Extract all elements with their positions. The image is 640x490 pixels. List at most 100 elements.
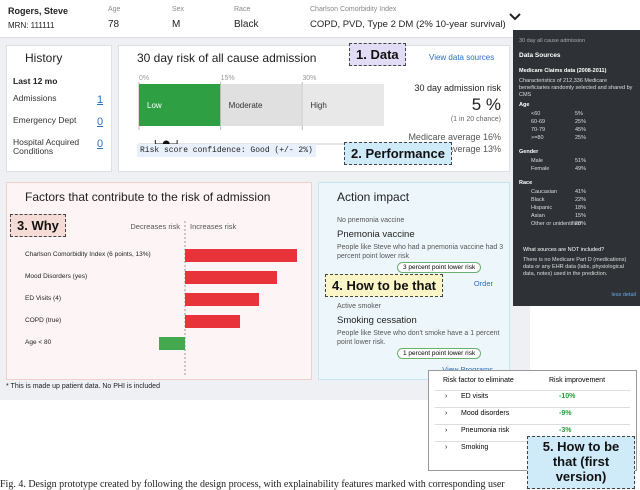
factor-bar [185,271,277,284]
action-title: Action impact [337,190,410,204]
group-val: 45% [575,127,587,133]
sex: M [172,19,181,30]
row-factor: Mood disorders [461,410,510,417]
race-label: Race [234,6,251,13]
group-val: 15% [575,213,587,219]
row-improvement: -10% [559,393,576,400]
data-sources-link[interactable]: View data sources [429,53,495,62]
sex-label: Sex [172,6,185,13]
row-improvement: -3% [559,427,572,434]
risk-scale: 0% Low 15% Moderate 30% High [138,75,384,148]
risk-band [220,84,303,126]
risk-title: 30 day risk of all cause admission [137,51,317,65]
action-status: No pnemonia vaccine [337,217,405,224]
action-button[interactable]: View Programs [442,365,493,374]
groups: Age <60 5% 60-69 25% 70-79 45% >=80 25% Gender Mal… [513,102,640,242]
factor-label: COPD (true) [25,317,61,324]
risk-tick-label: 30% [302,75,316,82]
group-val: 25% [575,119,587,125]
action-text: People like Steve who had a pnemonia vac… [337,244,504,261]
row-factor: Pneumonia risk [461,427,510,434]
risk-band [302,84,384,126]
factors-chart: Decreases risk Increases risk Charlson Com… [25,221,297,377]
history-count[interactable]: 1 [97,94,104,106]
group-name: Age [519,102,530,108]
table-header: Risk factor to eliminate [443,377,514,384]
group-name: Race [519,180,533,186]
data-sources-panel: 30 day all cause admission Data Sources … [513,30,640,306]
factor-label: Mood Disorders (yes) [25,273,87,280]
risk-tick-label: 0% [139,75,149,82]
group-key: Caucasian [531,189,557,195]
marker-first-version: 5. How to be that (first version) [527,436,635,489]
factor-bar [159,337,185,350]
age-label: Age [108,6,121,13]
group-val: 5% [575,111,583,117]
patient-header: Rogers, Steve MRN: 111111 Age 78 Sex M R… [0,0,530,38]
panel-question: What sources are NOT included? [523,247,605,253]
row-factor: Smoking [461,444,489,451]
risk-confidence: Risk score confidence: Good (+/- 2%) [137,144,316,157]
group-key: Female [531,166,550,172]
group-key: Male [531,158,543,164]
history-count[interactable]: 0 [97,138,104,150]
factor-label: Age < 80 [25,339,52,346]
factor-bar [185,315,240,328]
marker-why: 3. Why [10,214,66,237]
panel-title: Data Sources [519,52,561,59]
row-chevron: › [445,410,448,417]
row-factor: ED visits [461,393,489,400]
history-title: History [25,51,63,65]
group-key: Hispanic [531,205,553,211]
risk-band-label: Low [147,101,162,110]
caption: Fig. 4. Design prototype created by foll… [0,479,505,490]
factors-title: Factors that contribute to the risk of a… [25,190,271,204]
action-items: No pnemonia vaccine Pnemonia vaccine Peopl… [319,215,509,379]
group-val: 49% [575,166,587,172]
factor-label: ED Visits (4) [25,295,61,302]
expand-icon[interactable] [508,12,522,22]
factor-bar [185,293,259,306]
row-border [435,390,630,391]
risk-tick-label: 15% [221,75,235,82]
group-key: 70-79 [531,127,546,133]
row-border [435,407,630,408]
action-status: Active smoker [337,303,381,310]
row-border [435,424,630,425]
less-detail[interactable]: less detail [611,292,636,298]
row-chevron: › [445,393,448,400]
risk-band [139,84,221,126]
table-header: Risk improvement [549,377,606,384]
ci-label: Charlson Comorbidity Index [310,6,397,13]
group-name: Gender [519,149,539,155]
history-label: Admissions [13,93,57,103]
footnote: * This is made up patient data. No PHI i… [6,383,160,390]
group-val: 20% [575,221,587,227]
row-chevron: › [445,444,448,451]
group-key: <60 [531,111,541,117]
group-val: 25% [575,135,587,141]
race: Black [234,19,259,30]
risk-chance: (1 in 20 chance) [450,116,501,123]
marker-how: 4. How to be that [325,274,443,297]
group-key: Other or unidentified [531,221,581,227]
group-key: 60-69 [531,119,546,125]
mrn: MRN: 111111 [8,21,55,30]
dataset: Medicare Claims data (2008-2011) [519,68,607,74]
factors-card: Factors that contribute to the risk of a… [6,182,312,380]
group-val: 22% [575,197,587,203]
history-label: Hospital Acquired Conditions [13,137,80,157]
decreases-label: Decreases risk [130,222,180,231]
dataset-desc: Characteristics of 212,336 Medicare bene… [519,78,633,99]
group-val: 18% [575,205,587,211]
action-button[interactable]: Order [473,279,493,288]
patient-name: Rogers, Steve [8,6,69,16]
medicare-avg-1: Medicare average 16% [408,132,501,142]
group-key: Black [531,197,545,203]
history-card: History Last 12 mo Admissions 1 Emergency … [6,45,112,172]
history-count[interactable]: 0 [97,116,104,128]
row-improvement: -9% [559,410,572,417]
action-name: Smoking cessation [337,315,417,326]
ci: COPD, PVD, Type 2 DM (2% 10-year surviva… [310,19,506,30]
